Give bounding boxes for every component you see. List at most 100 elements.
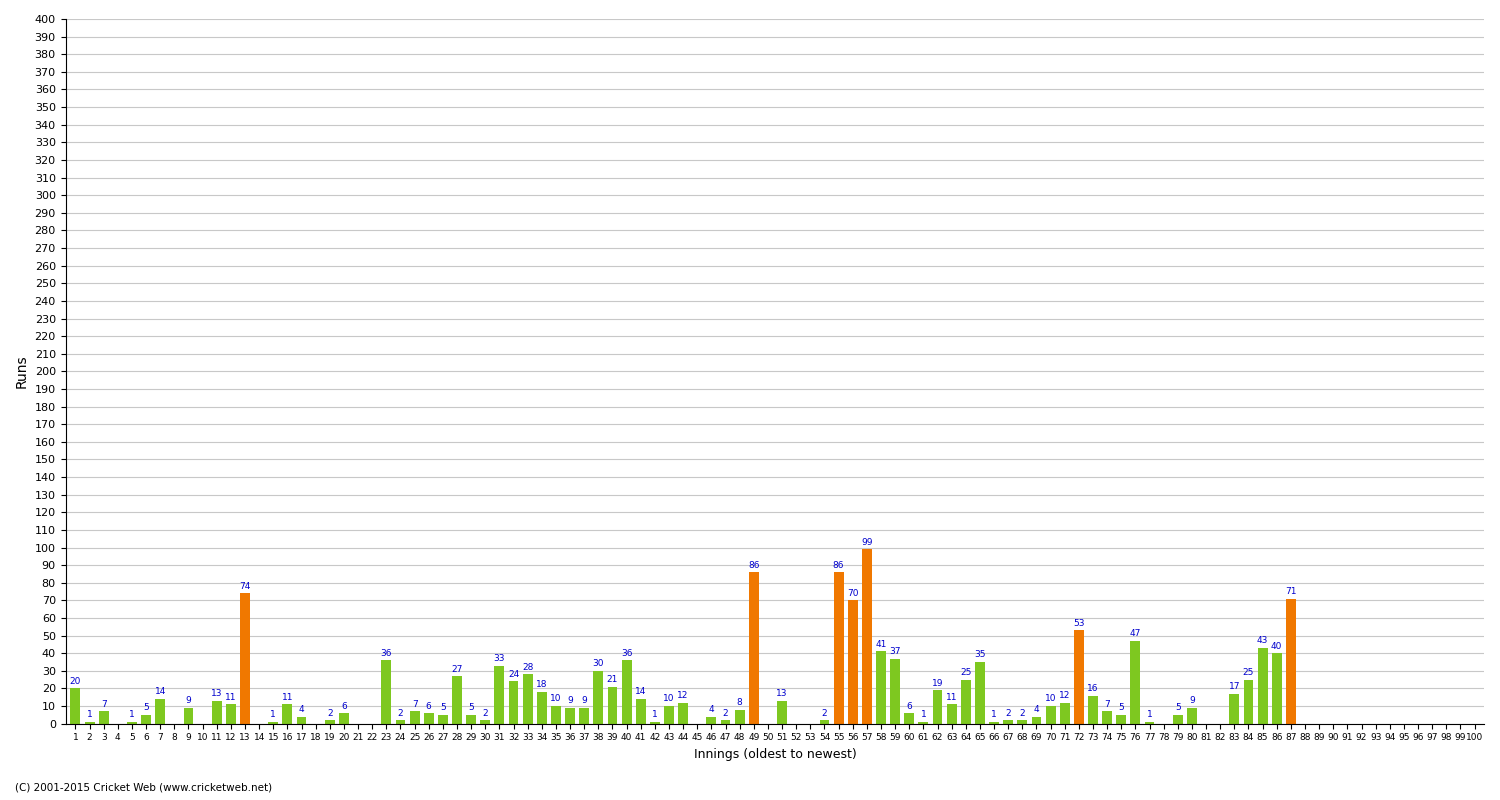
Bar (466, 715, 476, 724)
Bar (156, 699, 165, 724)
Text: 9: 9 (567, 696, 573, 706)
Text: 4: 4 (298, 705, 304, 714)
Y-axis label: Runs: Runs (15, 354, 28, 388)
Bar (424, 713, 433, 724)
Bar (636, 699, 645, 724)
Bar (99, 711, 108, 724)
Bar (522, 674, 532, 724)
Bar (1244, 680, 1254, 724)
Text: 24: 24 (509, 670, 519, 678)
Bar (933, 690, 942, 724)
Text: 43: 43 (1257, 636, 1269, 646)
X-axis label: Innings (oldest to newest): Innings (oldest to newest) (693, 748, 856, 761)
Text: 74: 74 (240, 582, 250, 590)
Text: 86: 86 (833, 561, 844, 570)
Text: 71: 71 (1286, 587, 1296, 596)
Bar (1230, 694, 1239, 724)
Bar (566, 708, 574, 724)
Bar (962, 680, 970, 724)
Bar (1286, 598, 1296, 724)
Text: 41: 41 (876, 640, 886, 649)
Text: 1: 1 (992, 710, 998, 719)
Text: 5: 5 (1119, 703, 1124, 712)
Bar (240, 594, 250, 724)
Text: 2: 2 (327, 709, 333, 718)
Bar (594, 671, 603, 724)
Bar (297, 717, 306, 724)
Text: 4: 4 (708, 705, 714, 714)
Text: 5: 5 (440, 703, 446, 712)
Bar (664, 706, 674, 724)
Text: 16: 16 (1088, 684, 1098, 693)
Bar (326, 720, 334, 724)
Text: 8: 8 (736, 698, 742, 707)
Text: 47: 47 (1130, 630, 1142, 638)
Text: 18: 18 (536, 680, 548, 690)
Text: 2: 2 (822, 709, 828, 718)
Bar (678, 702, 688, 724)
Text: 70: 70 (847, 589, 858, 598)
Text: 1: 1 (1146, 710, 1152, 719)
Text: 14: 14 (154, 687, 166, 697)
Text: 1: 1 (270, 710, 276, 719)
Text: 6: 6 (340, 702, 346, 710)
Text: 1: 1 (921, 710, 927, 719)
Bar (735, 710, 744, 724)
Bar (537, 692, 548, 724)
Bar (396, 720, 405, 724)
Bar (1060, 702, 1070, 724)
Bar (1272, 654, 1281, 724)
Text: 25: 25 (1244, 668, 1254, 677)
Text: 10: 10 (1046, 694, 1056, 703)
Bar (847, 600, 858, 724)
Bar (84, 722, 94, 724)
Bar (748, 572, 759, 724)
Bar (268, 722, 278, 724)
Bar (1131, 641, 1140, 724)
Bar (1046, 706, 1056, 724)
Text: 25: 25 (960, 668, 972, 677)
Text: 9: 9 (186, 696, 192, 706)
Bar (1186, 708, 1197, 724)
Text: 19: 19 (932, 678, 944, 688)
Bar (621, 660, 632, 724)
Bar (1116, 715, 1126, 724)
Bar (834, 572, 843, 724)
Bar (608, 686, 618, 724)
Bar (381, 660, 392, 724)
Text: 10: 10 (663, 694, 675, 703)
Bar (226, 704, 236, 724)
Text: 13: 13 (777, 689, 788, 698)
Bar (1144, 722, 1155, 724)
Bar (876, 651, 886, 724)
Bar (946, 704, 957, 724)
Bar (438, 715, 448, 724)
Bar (890, 658, 900, 724)
Text: 11: 11 (946, 693, 957, 702)
Bar (1088, 695, 1098, 724)
Bar (918, 722, 928, 724)
Text: 10: 10 (550, 694, 561, 703)
Text: 4: 4 (1034, 705, 1040, 714)
Text: 33: 33 (494, 654, 506, 663)
Text: 7: 7 (1104, 700, 1110, 709)
Bar (579, 708, 590, 724)
Text: 11: 11 (282, 693, 292, 702)
Bar (650, 722, 660, 724)
Text: 30: 30 (592, 659, 604, 668)
Text: 2: 2 (398, 709, 404, 718)
Bar (706, 717, 717, 724)
Bar (211, 701, 222, 724)
Text: 1: 1 (652, 710, 657, 719)
Bar (495, 666, 504, 724)
Bar (410, 711, 420, 724)
Text: 1: 1 (87, 710, 93, 719)
Text: 9: 9 (1190, 696, 1196, 706)
Text: 20: 20 (69, 677, 81, 686)
Text: 36: 36 (621, 649, 633, 658)
Text: 17: 17 (1228, 682, 1240, 691)
Bar (141, 715, 152, 724)
Bar (70, 689, 81, 724)
Text: 2: 2 (1020, 709, 1025, 718)
Bar (720, 720, 730, 724)
